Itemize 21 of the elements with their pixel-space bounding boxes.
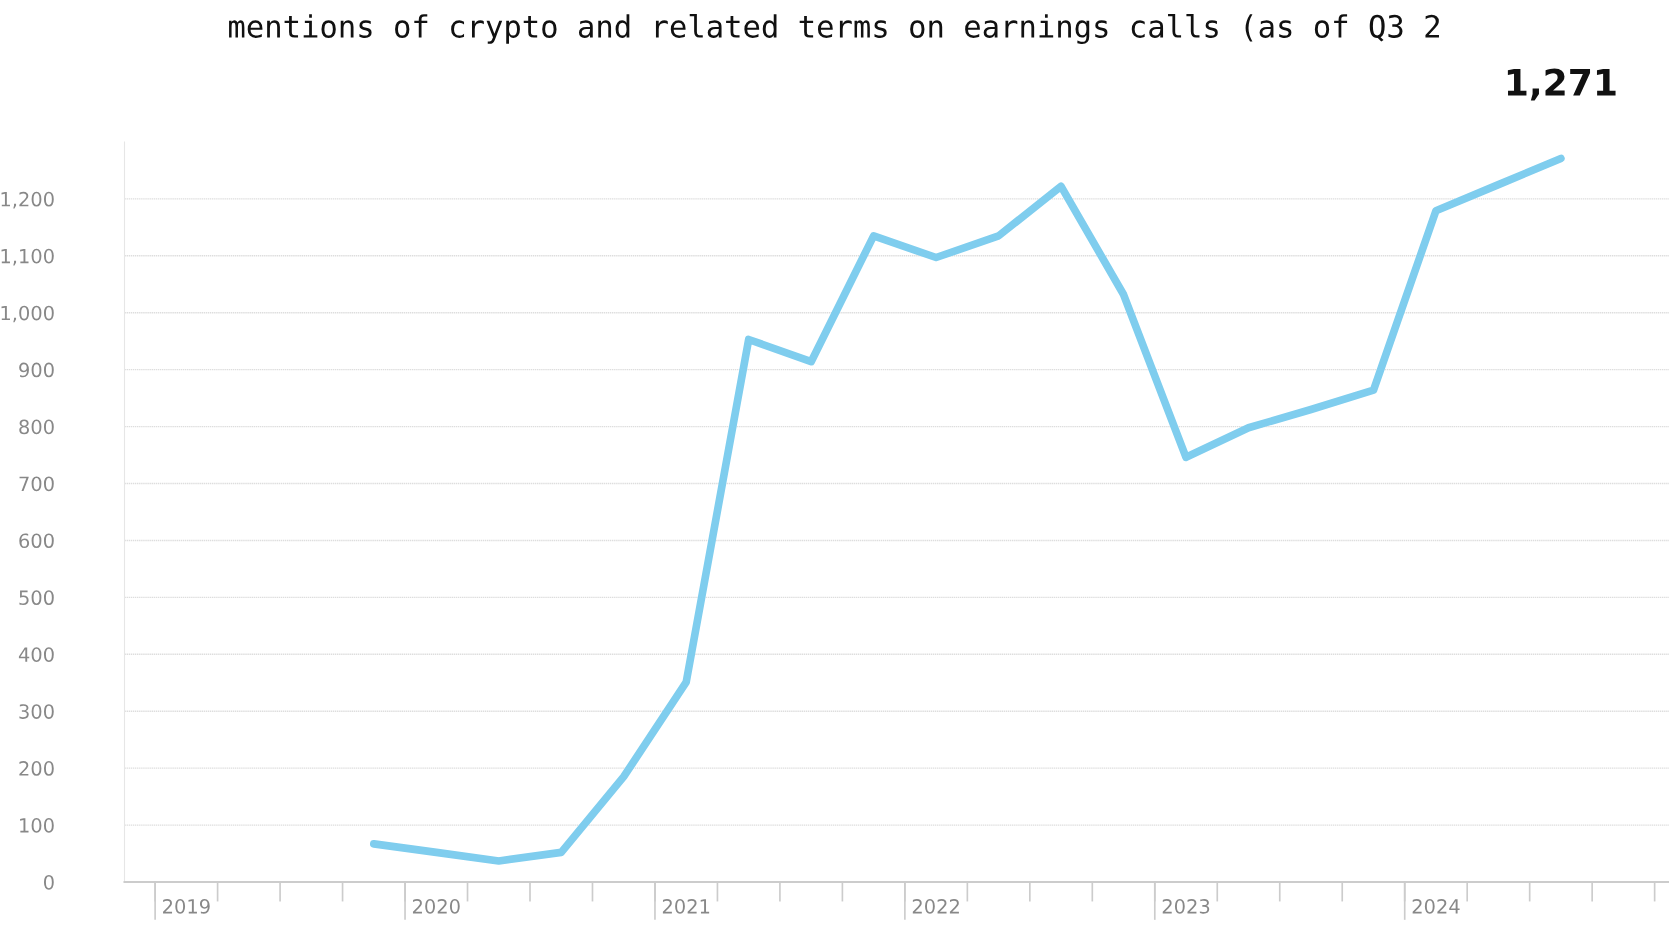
y-tick-label: 800 — [19, 419, 54, 435]
y-tick-label: 400 — [18, 647, 54, 662]
y-tick-label: 700 — [19, 476, 54, 492]
x-tick-label: 2019 — [163, 899, 210, 914]
x-tick-label: 2021 — [662, 899, 710, 914]
y-tick-label: 900 — [19, 362, 54, 378]
y-tick-label: 500 — [19, 590, 54, 606]
x-tick-label: 2023 — [1162, 899, 1210, 914]
y-tick-label: 100 — [20, 818, 54, 833]
y-tick-label: 0 — [43, 874, 54, 890]
y-tick-label: 1,100 — [1, 248, 54, 266]
x-tick-label: 2024 — [1412, 899, 1460, 914]
annotation: 1,271 — [1507, 68, 1616, 101]
y-tick-label: 600 — [19, 533, 54, 549]
x-tick-label: 2020 — [412, 899, 460, 914]
y-tick-label: 300 — [19, 704, 54, 719]
chart-title: mentions of crypto and related terms on earnings calls (as of Q3 2 — [229, 14, 1439, 45]
y-tick-label: 1,000 — [1, 305, 54, 323]
y-tick-label: 200 — [19, 761, 54, 776]
y-tick-label: 1,200 — [1, 191, 54, 209]
x-tick-label: 2022 — [912, 899, 959, 914]
